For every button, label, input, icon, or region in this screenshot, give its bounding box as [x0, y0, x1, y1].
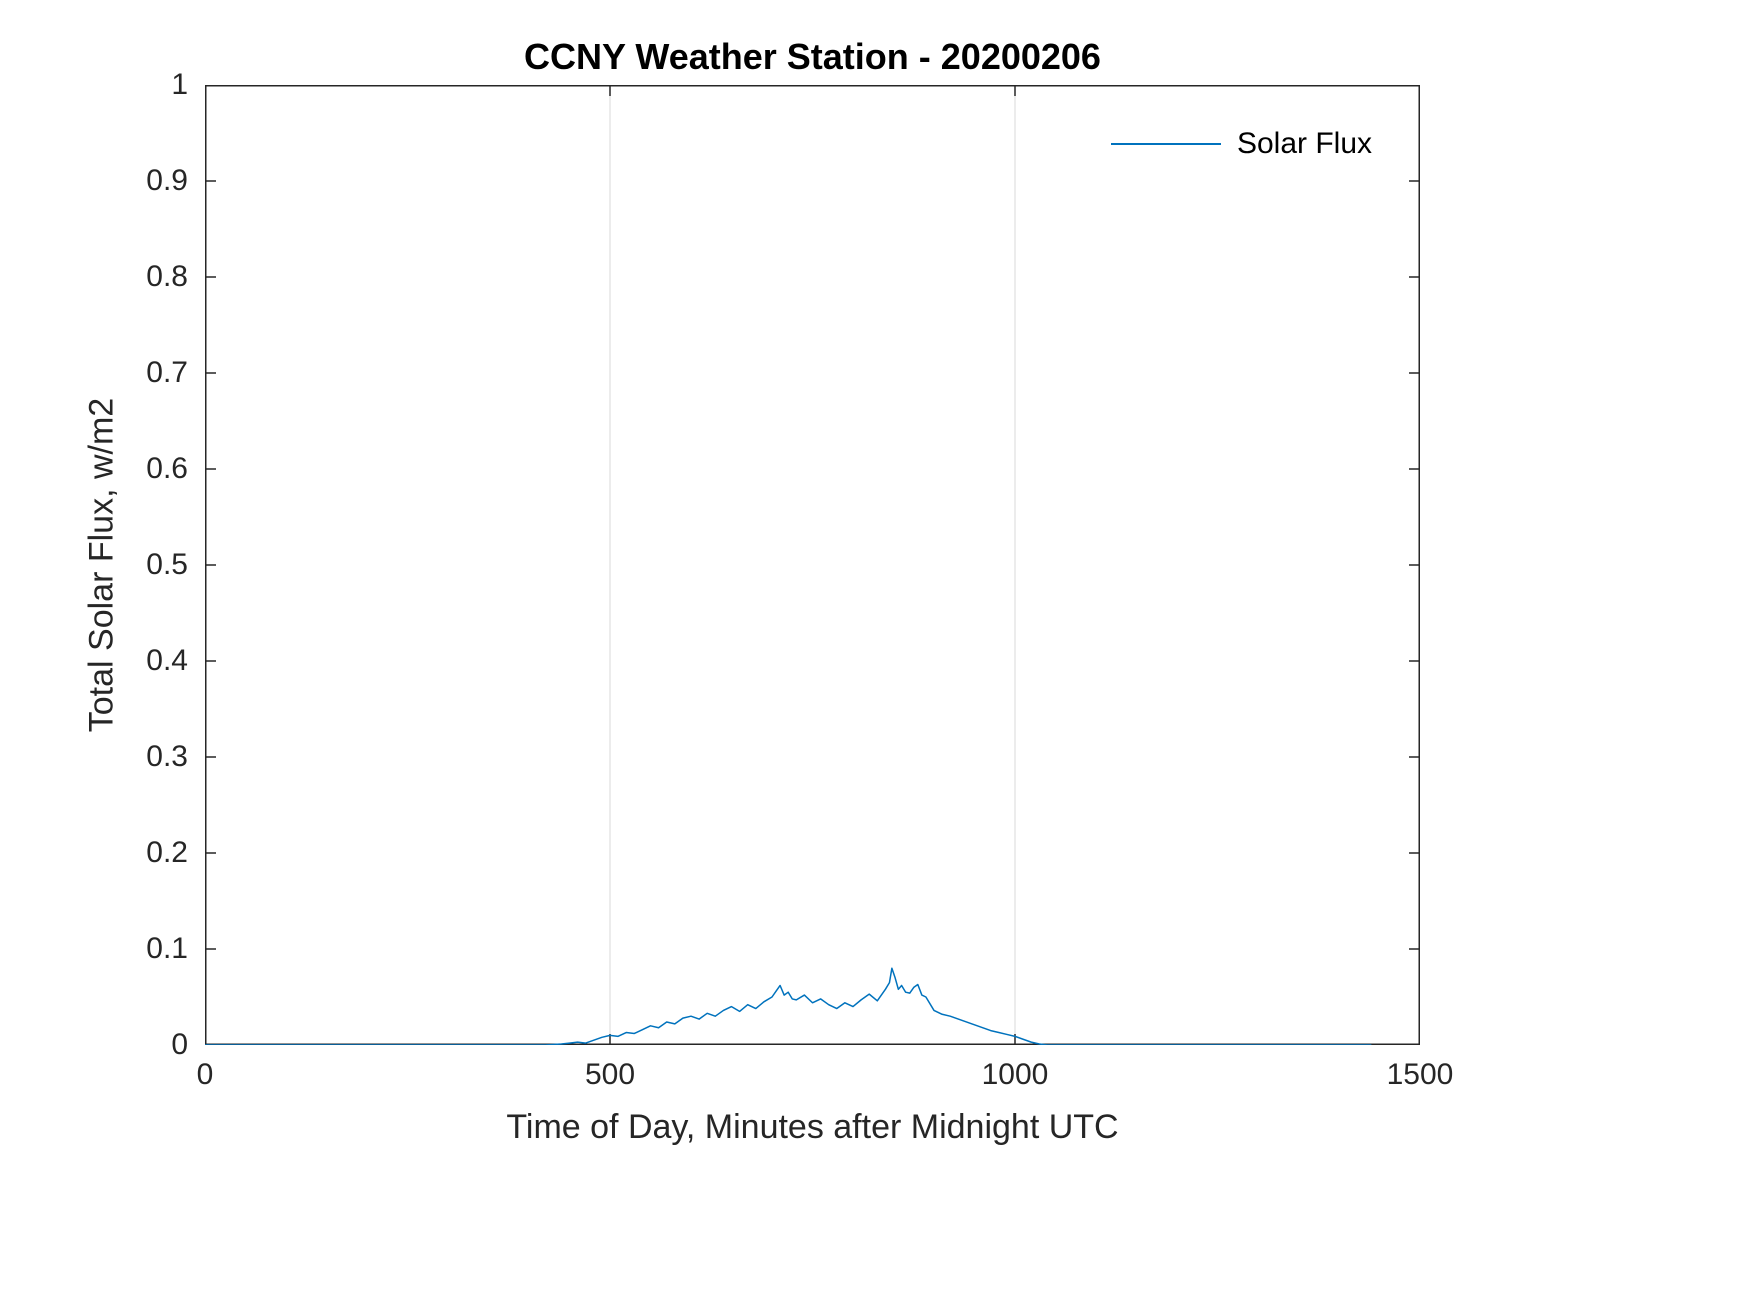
x-tick-label: 1000: [981, 1058, 1049, 1091]
y-tick-label: 0.3: [146, 740, 188, 773]
y-tick-label: 0.8: [146, 260, 188, 293]
y-axis-label: Total Solar Flux, w/m2: [82, 397, 121, 733]
y-tick-label: 0.7: [146, 356, 188, 389]
y-tick-label: 0: [171, 1028, 188, 1061]
legend-line-sample: [1110, 143, 1221, 145]
plot-area: Solar Flux: [205, 85, 1420, 1045]
legend: Solar Flux: [1104, 123, 1378, 165]
x-tick-label: 0: [196, 1058, 214, 1091]
y-tick-label: 0.9: [146, 164, 188, 197]
x-tick-label: 500: [584, 1058, 636, 1091]
x-axis-label: Time of Day, Minutes after Midnight UTC: [506, 1108, 1119, 1146]
y-tick-label: 0.2: [146, 836, 188, 869]
chart-title: CCNY Weather Station - 20200206: [524, 36, 1101, 77]
solar-flux-line-chart: [205, 85, 1420, 1045]
x-tick-label: 1500: [1386, 1058, 1454, 1091]
y-tick-label: 1: [171, 68, 188, 101]
y-tick-label: 0.1: [146, 932, 188, 965]
legend-label: Solar Flux: [1236, 127, 1372, 160]
